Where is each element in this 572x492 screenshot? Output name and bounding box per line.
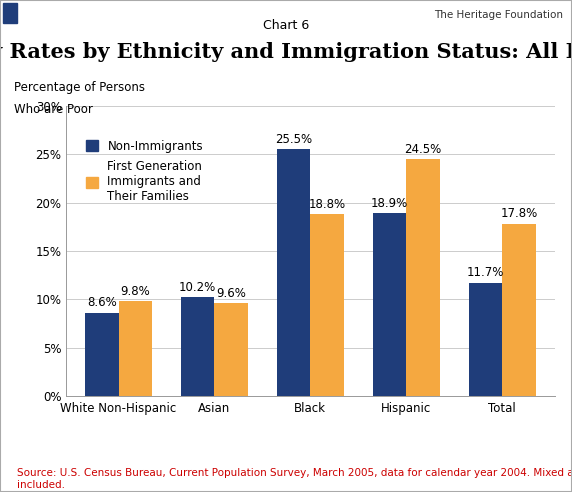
Text: 9.6%: 9.6%: [216, 287, 246, 300]
Text: 9.8%: 9.8%: [121, 285, 150, 298]
Text: 10.2%: 10.2%: [179, 281, 216, 294]
Text: 25.5%: 25.5%: [275, 133, 312, 146]
Bar: [406, 159, 440, 396]
Text: Chart 6: Chart 6: [263, 19, 309, 32]
Text: 24.5%: 24.5%: [404, 143, 442, 155]
Text: Source: U.S. Census Bureau, Current Population Survey, March 2005, data for cale: Source: U.S. Census Bureau, Current Popu…: [17, 468, 572, 490]
Bar: [311, 214, 344, 396]
Text: Who are Poor: Who are Poor: [14, 103, 93, 116]
Bar: [3, 2, 17, 23]
Bar: [181, 297, 214, 396]
Text: The Heritage Foundation: The Heritage Foundation: [434, 10, 563, 20]
Bar: [372, 213, 406, 396]
Bar: [502, 224, 535, 396]
Text: 8.6%: 8.6%: [87, 297, 117, 309]
Bar: [277, 149, 310, 396]
Bar: [85, 313, 118, 396]
Bar: [468, 283, 502, 396]
Legend: Non-Immigrants, First Generation
Immigrants and
Their Families: Non-Immigrants, First Generation Immigra…: [81, 135, 208, 208]
Bar: [214, 303, 248, 396]
Text: 11.7%: 11.7%: [467, 267, 504, 279]
Text: 18.9%: 18.9%: [371, 197, 408, 210]
Text: 18.8%: 18.8%: [308, 198, 345, 211]
Text: Poverty Rates by Ethnicity and Immigration Status: All Persons: Poverty Rates by Ethnicity and Immigrati…: [0, 41, 572, 62]
Bar: [118, 301, 152, 396]
Text: Percentage of Persons: Percentage of Persons: [14, 81, 145, 94]
Text: 17.8%: 17.8%: [500, 208, 538, 220]
